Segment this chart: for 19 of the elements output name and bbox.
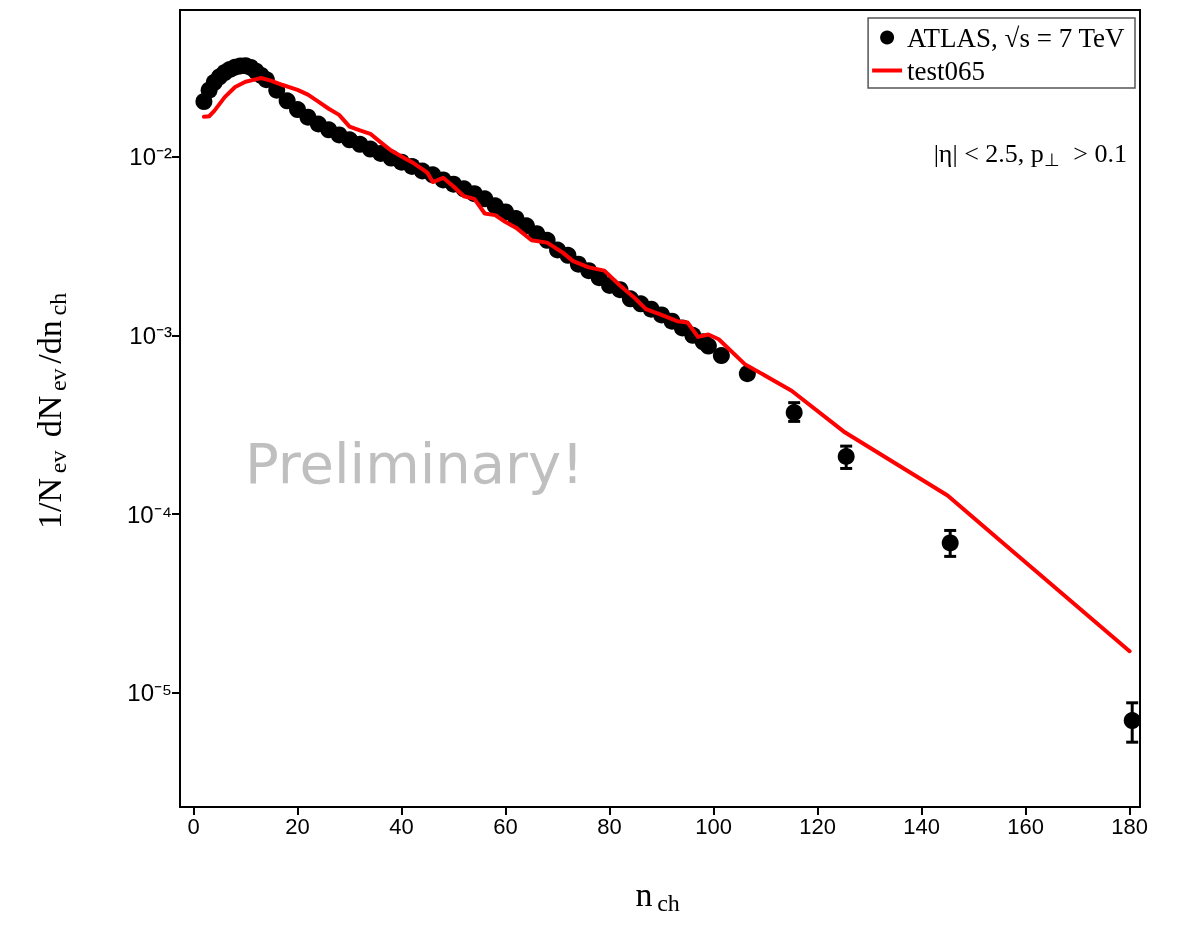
x-tick-label: 60 [493, 813, 518, 839]
legend-label: ATLAS, √s = 7 TeV [907, 22, 1126, 53]
x-tick-label: 80 [597, 813, 622, 839]
x-tick-label: 180 [1111, 813, 1148, 839]
y-tick-label: 10⁻² [129, 143, 173, 171]
y-axis-title: 1/Nev dNev/dnch [31, 292, 71, 529]
x-tick-label: 140 [903, 813, 940, 839]
x-tick-label: 160 [1007, 813, 1044, 839]
y-tick-label: 10⁻⁴ [126, 500, 172, 528]
x-tick-label: 100 [695, 813, 732, 839]
x-tick-label: 120 [799, 813, 836, 839]
y-tick-label: 10⁻⁵ [127, 679, 172, 707]
x-tick-label: 20 [285, 813, 310, 839]
annotation: |η| < 2.5, p⊥ > 0.1 [933, 138, 1128, 170]
x-tick-label: 0 [187, 813, 200, 839]
legend-label: test065 [907, 55, 986, 86]
x-tick-label: 40 [389, 813, 414, 839]
annotation: Preliminary! [245, 430, 584, 496]
y-tick-label: 10⁻³ [129, 321, 173, 349]
